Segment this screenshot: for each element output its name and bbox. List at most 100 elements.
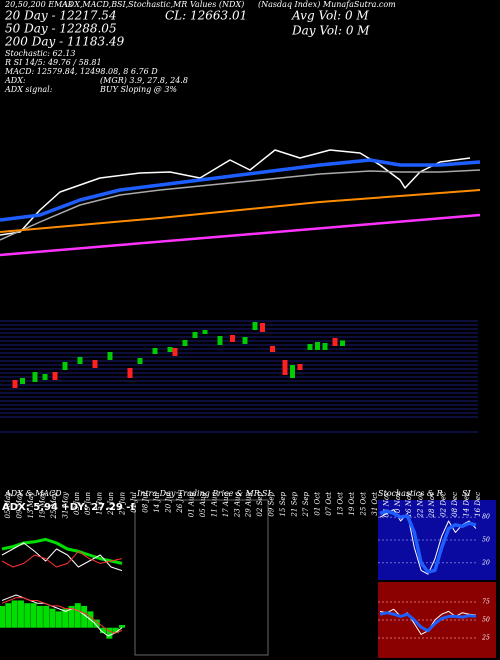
candle-body xyxy=(217,336,223,345)
candle-body xyxy=(202,330,208,334)
date-label: 19 Oct xyxy=(348,492,356,516)
candle-body xyxy=(260,323,265,332)
line xyxy=(1,597,123,634)
macd-bar xyxy=(68,605,75,628)
date-label: 31 Oct xyxy=(371,492,379,516)
date-label: 27 Jun xyxy=(119,492,127,516)
avg-volume: Avg Vol: 0 M xyxy=(291,9,369,23)
date-label: 25 Oct xyxy=(359,492,367,517)
date-label: 15 Sep xyxy=(279,491,287,516)
macd-bar xyxy=(74,603,81,628)
line xyxy=(1,550,123,568)
macd-bar xyxy=(49,608,56,628)
panel-title: Intra Day Trading Price & MR xyxy=(136,489,260,498)
y-tick-label: 80 xyxy=(482,514,490,521)
date-label: 14 Jul xyxy=(153,492,161,513)
panel-title: Stochastics & R xyxy=(378,489,443,498)
date-label: 11 Aug xyxy=(210,491,218,517)
date-label: 13 Oct xyxy=(336,492,344,516)
date-label: 23 Aug xyxy=(233,491,241,518)
candle-body xyxy=(307,344,313,350)
date-label: 28 Nov xyxy=(428,492,436,518)
stat: ADX signal: xyxy=(4,85,53,94)
panel-title: ADX & MACD xyxy=(4,489,62,498)
date-label: 15 Jun xyxy=(96,492,104,515)
y-tick-label: 20 xyxy=(481,559,490,566)
line xyxy=(0,149,471,236)
stat: R SI 14/5: 49.76 / 58.81 xyxy=(4,58,102,67)
header-label: SI,Stochastic,MR xyxy=(117,0,187,9)
adx-values: ADX: 5.94 +DY: 27.29 -DY: 24.23 xyxy=(2,502,184,513)
date-label: 05 Aug xyxy=(199,491,207,517)
candle-body xyxy=(127,368,133,378)
macd-bar xyxy=(119,625,125,628)
line xyxy=(379,509,477,574)
candle-body xyxy=(230,335,235,342)
date-label: 07 Oct xyxy=(325,492,333,516)
date-label: 02 Dec xyxy=(440,492,448,517)
date-label: 13 May xyxy=(27,491,35,518)
line xyxy=(0,169,481,241)
date-label: 09 Sep xyxy=(268,491,276,516)
candle-background xyxy=(0,320,478,433)
date-label: 08 Dec xyxy=(451,492,459,517)
line xyxy=(379,611,477,633)
line xyxy=(1,542,123,572)
candle-body xyxy=(62,362,68,370)
date-label: 16 Dec xyxy=(474,492,482,517)
y-tick-label: 50 xyxy=(482,537,490,544)
macd-bar xyxy=(36,605,43,628)
macd-bar xyxy=(62,608,69,628)
stat: BUY Sloping @ 3% xyxy=(99,85,177,94)
date-label: 09 Jun xyxy=(84,492,92,515)
candle-body xyxy=(20,378,25,384)
date-label: 16 Nov xyxy=(405,492,413,517)
candle-body xyxy=(282,360,288,375)
macd-bar xyxy=(24,603,31,628)
macd-bar xyxy=(106,627,113,639)
candle-body xyxy=(12,380,18,388)
header-label: 20,50,200 EMAs xyxy=(4,0,72,9)
date-label: 02 Sep xyxy=(256,491,264,516)
date-label: 08 Jul xyxy=(142,492,150,513)
candle-body xyxy=(242,337,248,344)
candle-body xyxy=(322,343,328,350)
macd-bar xyxy=(11,600,18,628)
date-label: 31 May xyxy=(61,491,69,518)
header-label: (Nasdaq Index) MunafaSutra.com xyxy=(258,0,396,9)
macd-bar xyxy=(81,605,88,628)
macd-bar xyxy=(55,611,62,628)
candle-body xyxy=(182,340,188,346)
stat: 200 Day - 11183.49 xyxy=(4,35,125,49)
date-label: 20 Jul xyxy=(165,492,173,514)
candle-body xyxy=(270,346,275,352)
candle-body xyxy=(137,358,143,364)
date-label: 05 May xyxy=(4,491,12,518)
date-label: 29 Aug xyxy=(245,491,253,518)
date-label: 26 Jul xyxy=(176,492,184,514)
date-label: 21 Jun xyxy=(107,492,115,516)
macd-bar xyxy=(0,605,5,628)
date-label: 27 Sep xyxy=(302,491,310,517)
candle-body xyxy=(340,340,345,346)
candle-body xyxy=(315,342,320,350)
macd-bar xyxy=(112,627,119,634)
candle-body xyxy=(172,348,178,356)
macd-bar xyxy=(43,605,50,628)
rsi-panel xyxy=(378,582,496,658)
date-label: 10 Nov xyxy=(394,492,402,517)
line xyxy=(0,213,481,257)
date-label: 01 Oct xyxy=(314,492,322,516)
stat: MACD: 12579.84, 12498.08, 8 6.76 D xyxy=(4,67,158,76)
stat: 20 Day - 12217.54 xyxy=(4,9,117,23)
candle-body xyxy=(290,365,295,378)
close-price: CL: 12663.01 xyxy=(165,9,247,23)
y-tick-label: 25 xyxy=(481,635,490,642)
date-label: 25 May xyxy=(50,491,58,519)
macd-bar xyxy=(17,600,24,628)
candle-body xyxy=(332,338,338,346)
line xyxy=(0,189,481,233)
candle-body xyxy=(297,364,303,370)
y-tick-label: 50 xyxy=(482,617,490,624)
